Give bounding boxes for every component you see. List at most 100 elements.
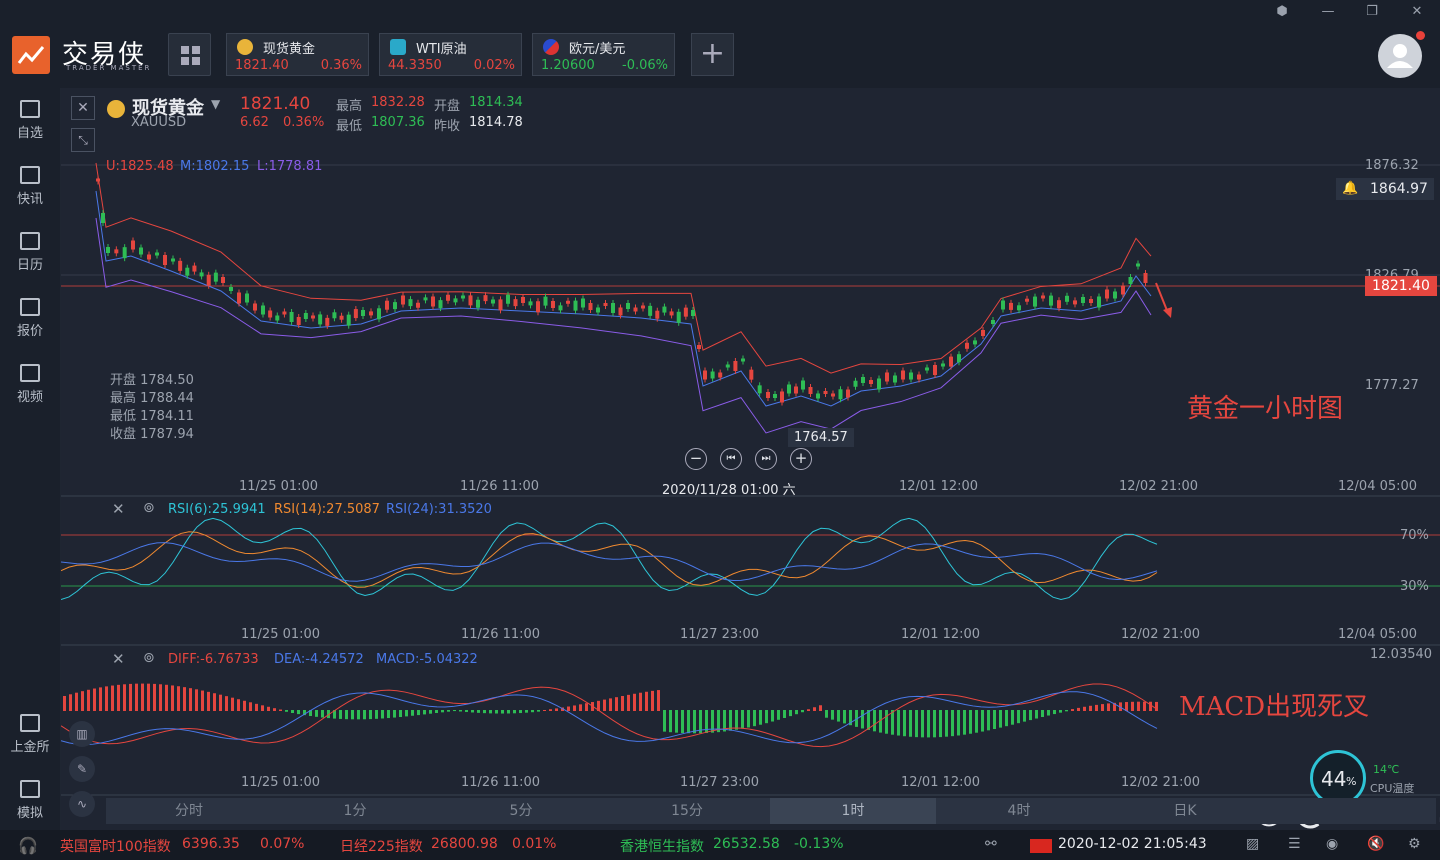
- candle-body: [1105, 289, 1109, 299]
- macd-histogram-bar: [249, 702, 252, 711]
- bottom-ticker-name[interactable]: 日经225指数: [340, 839, 423, 855]
- macd-histogram-bar: [843, 710, 846, 724]
- macd-axis-top: 12.03540: [1370, 647, 1433, 662]
- candle-body: [282, 311, 287, 315]
- nav-item-quotes[interactable]: 报价: [0, 298, 60, 339]
- timeframe-tab[interactable]: 15分: [671, 803, 703, 819]
- candle-body: [528, 301, 533, 306]
- timeframe-tab[interactable]: 1分: [343, 803, 367, 819]
- bottom-ticker-name[interactable]: 香港恒生指数: [620, 839, 704, 855]
- expand-icon[interactable]: ⤡: [71, 128, 95, 152]
- macd-histogram-bar: [1071, 709, 1074, 711]
- connection-icon[interactable]: ⚯: [985, 836, 997, 852]
- nav-item-video[interactable]: 视频: [0, 364, 60, 405]
- nav-item-simulate[interactable]: 模拟: [0, 780, 60, 821]
- macd-settings-icon[interactable]: ⊚: [143, 650, 155, 666]
- candle-body: [245, 293, 249, 303]
- candle-body: [691, 310, 695, 316]
- boll-lower-label: L:1778.81: [257, 159, 323, 174]
- candle-body: [780, 391, 784, 403]
- candle-body: [303, 313, 308, 319]
- candle-body: [869, 380, 873, 384]
- nav-item-watchlist[interactable]: 自选: [0, 100, 60, 141]
- candle-body: [703, 370, 707, 380]
- timeframe-tab[interactable]: 4时: [1007, 803, 1031, 819]
- skip-end-button[interactable]: ⏭: [755, 448, 777, 470]
- settings-icon[interactable]: ⬢: [1276, 4, 1288, 19]
- skip-start-button[interactable]: ⏮: [720, 448, 742, 470]
- macd-histogram-bar: [363, 710, 366, 720]
- timeframe-tab-active[interactable]: 1时: [770, 798, 936, 824]
- indicator-icon[interactable]: ∿: [69, 791, 95, 817]
- menu-icon[interactable]: ☰: [1288, 836, 1301, 852]
- macd-histogram-bar: [1113, 702, 1116, 711]
- macd-histogram-bar: [879, 710, 882, 733]
- timeframe-tab[interactable]: 分时: [175, 803, 203, 819]
- mute-icon[interactable]: 🔇: [1367, 836, 1385, 852]
- nav-item-calendar[interactable]: 日历: [0, 232, 60, 273]
- macd-histogram-bar: [1017, 710, 1020, 724]
- chart-canvas[interactable]: [61, 88, 1440, 830]
- ticker-card-eurusd[interactable]: 欧元/美元 1.20600 -0.06%: [532, 33, 675, 76]
- rsi-settings-icon[interactable]: ⊚: [143, 500, 155, 516]
- nav-item-sge[interactable]: 上金所: [0, 714, 60, 755]
- candle-tool-icon[interactable]: ▥: [69, 721, 95, 747]
- close-macd-icon[interactable]: ✕: [112, 650, 125, 668]
- macd-histogram-bar: [837, 710, 840, 722]
- macd-histogram-bar: [573, 705, 576, 711]
- time-axis-label: 11/27 23:00: [680, 775, 760, 790]
- price-alert[interactable]: 🔔 1864.97: [1336, 178, 1434, 200]
- close-icon[interactable]: ✕: [1411, 4, 1423, 19]
- pencil-icon[interactable]: ✎: [69, 756, 95, 782]
- candle-body: [361, 310, 365, 316]
- layout-grid-button[interactable]: [168, 33, 211, 76]
- timeframe-tab[interactable]: 日K: [1173, 803, 1197, 819]
- symbol-name[interactable]: 现货黄金: [132, 98, 204, 119]
- zoom-in-button[interactable]: +: [790, 448, 812, 470]
- macd-histogram-bar: [99, 687, 102, 711]
- time-axis-label: 11/25 01:00: [241, 627, 321, 642]
- rsi24-label: RSI(24):31.3520: [386, 502, 492, 517]
- calendar-icon: [20, 232, 40, 250]
- zoom-out-button[interactable]: −: [685, 448, 707, 470]
- candle-body: [925, 367, 929, 371]
- nav-item-news[interactable]: 快讯: [0, 166, 60, 207]
- macd-histogram-bar: [189, 688, 192, 711]
- annotation-macd-death-cross: MACD出现死叉: [1179, 692, 1370, 722]
- maximize-icon[interactable]: ❐: [1366, 4, 1378, 19]
- macd-histogram-bar: [945, 710, 948, 737]
- candle-body: [710, 371, 715, 379]
- settings-gear-icon[interactable]: ⚙: [1408, 836, 1421, 852]
- ticker-card-gold[interactable]: 现货黄金 1821.40 0.36%: [226, 33, 369, 76]
- macd-histogram-bar: [327, 710, 330, 719]
- macd-histogram-bar: [333, 710, 336, 719]
- camera-icon[interactable]: ◉: [1326, 836, 1339, 852]
- exchange-icon: [20, 714, 40, 732]
- close-chart-button[interactable]: ✕: [71, 96, 95, 120]
- high-label: 最高: [336, 99, 363, 114]
- bottom-ticker-name[interactable]: 英国富时100指数: [60, 839, 171, 855]
- timeframe-tab[interactable]: 5分: [509, 803, 533, 819]
- chevron-down-icon[interactable]: ▼: [211, 97, 221, 111]
- candle-body: [476, 299, 480, 308]
- chart-pane: ✕ ⤡ 现货黄金 ▼ XAUUSD 1821.40 6.62 0.36% 最高 …: [61, 88, 1440, 831]
- macd-histogram-bar: [267, 706, 270, 711]
- candle-body: [408, 299, 413, 307]
- add-ticker-button[interactable]: +: [691, 33, 734, 76]
- minimize-icon[interactable]: —: [1321, 4, 1335, 19]
- macd-histogram-bar: [549, 709, 552, 711]
- candle-body: [192, 265, 197, 272]
- macd-histogram-bar: [207, 691, 210, 711]
- candle-body: [991, 320, 995, 324]
- candle-body: [838, 389, 843, 400]
- macd-histogram-bar: [1041, 710, 1044, 718]
- avatar[interactable]: [1378, 34, 1422, 78]
- candle-body: [1089, 299, 1093, 303]
- app-name: 交易侠: [62, 40, 147, 70]
- screenshot-icon[interactable]: ▨: [1246, 836, 1260, 852]
- headset-icon[interactable]: 🎧: [18, 836, 38, 855]
- macd-histogram-bar: [975, 710, 978, 733]
- ticker-card-oil[interactable]: WTI原油 44.3350 0.02%: [379, 33, 522, 76]
- close-rsi-icon[interactable]: ✕: [112, 500, 125, 518]
